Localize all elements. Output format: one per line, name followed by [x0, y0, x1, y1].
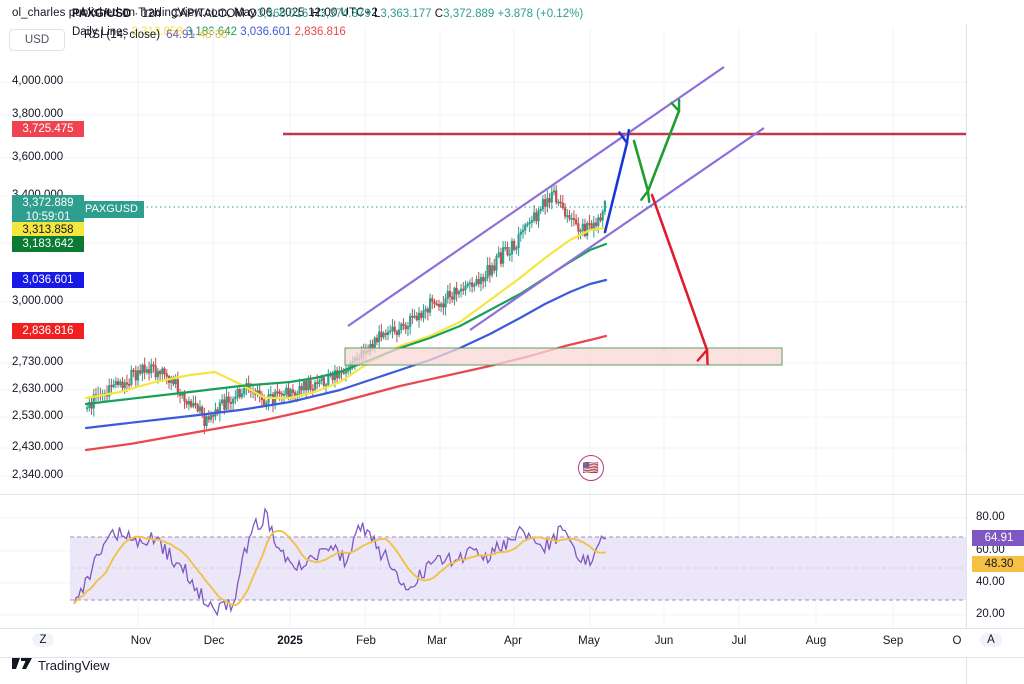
price-tick-label: 3,800.000 [12, 108, 64, 120]
rsi-legend-title[interactable]: RSI (14, close) [84, 29, 161, 41]
price-tick-label: 2,530.000 [12, 410, 64, 422]
pane-divider [0, 494, 1024, 495]
last-price-badge[interactable]: 3,372.889 [12, 195, 84, 211]
time-tick-label[interactable]: Z [32, 633, 54, 647]
legend-sep-2: · [160, 8, 171, 20]
tradingview-logo-icon [12, 658, 32, 673]
legend-ma-value-blue: 3,036.601 [240, 26, 292, 38]
legend-ma-value-yellow: 3,313.858 [131, 26, 183, 38]
countdown-badge[interactable]: 10:59:01 [12, 209, 84, 225]
time-tick-label[interactable]: Dec [203, 635, 225, 647]
ma-green-badge[interactable]: 3,183.642 [12, 236, 84, 252]
chart-canvas[interactable] [0, 24, 1024, 628]
time-tick-label[interactable]: Sep [882, 635, 904, 647]
time-tick-label[interactable]: Jun [654, 635, 674, 647]
legend-ma-value-green: 3,183.642 [185, 26, 237, 38]
legend-low-value: 3,363.177 [380, 8, 432, 20]
price-tick-label: 2,340.000 [12, 469, 64, 481]
currency-unit-box[interactable]: USD [9, 29, 65, 51]
rsi-legend-value: 64.91 [166, 29, 195, 41]
legend-symbol[interactable]: PAXG/USD [72, 8, 132, 20]
resistance-level-badge[interactable]: 3,725.475 [12, 121, 84, 137]
time-tick-label[interactable]: Mar [427, 635, 447, 647]
attribution-text: ol_charles published on TradingView.com,… [12, 7, 378, 19]
legend-low-label: L [374, 8, 381, 20]
time-tick-label[interactable]: Feb [356, 635, 376, 647]
price-axis-divider [966, 24, 967, 684]
legend-change-value: +3.878 (+0.12%) [497, 8, 584, 20]
ma-blue-badge[interactable]: 3,036.601 [12, 272, 84, 288]
legend-exchange: CAPITALCOM [170, 8, 245, 20]
us-flag-event-marker[interactable]: 🇺🇸 [578, 455, 604, 481]
legend-high-value: 3,374.879 [319, 8, 371, 20]
tradingview-brand-label: TradingView [38, 658, 110, 673]
chart-legend[interactable]: PAXG/USD · 12h · CAPITALCOM O3,368.016 H… [72, 7, 583, 40]
tv-logo-svg [12, 658, 32, 669]
legend-interval[interactable]: 12h [141, 8, 161, 20]
time-tick-label[interactable]: A [980, 633, 1002, 647]
price-tick-label: 3,000.000 [12, 295, 64, 307]
time-tick-label[interactable]: Nov [130, 635, 152, 647]
legend-high-label: H [311, 8, 320, 20]
support-level-badge[interactable]: 2,836.816 [12, 323, 84, 339]
rsi-ma-badge[interactable]: 48.30 [972, 556, 1024, 572]
rsi-series-layer [70, 507, 966, 617]
rsi-tick-label: 60.00 [976, 544, 1005, 556]
symbol-tag-badge: PAXGUSD [79, 201, 144, 218]
us-flag-icon: 🇺🇸 [582, 460, 600, 475]
time-tick-label[interactable]: May [578, 635, 600, 647]
legend-ma-value-red: 2,836.816 [294, 26, 346, 38]
drawings-layer[interactable] [0, 24, 1024, 628]
rsi-tick-label: 20.00 [976, 608, 1005, 620]
time-tick-label[interactable]: 2025 [277, 635, 303, 647]
time-tick-label[interactable]: O [952, 635, 962, 647]
rsi-tick-label: 80.00 [976, 511, 1005, 523]
legend-open-value: 3,368.016 [256, 8, 309, 20]
legend-sep-1: · [131, 8, 142, 20]
price-tick-label: 3,600.000 [12, 151, 64, 163]
time-tick-label[interactable]: Apr [504, 635, 522, 647]
time-tick-label[interactable]: Aug [805, 635, 827, 647]
price-tick-label: 4,000.000 [12, 75, 64, 87]
legend-ma-title[interactable]: Daily Lines [72, 26, 129, 38]
ma-yellow-badge[interactable]: 3,313.858 [12, 222, 84, 238]
time-axis[interactable]: Z Nov Dec 2025 Feb Mar Apr May Jun Jul Aug Sep O A [0, 628, 1024, 658]
tradingview-footer[interactable]: TradingView [12, 658, 110, 673]
price-tick-label: 2,730.000 [12, 356, 64, 368]
rsi-value-badge[interactable]: 64.91 [972, 530, 1024, 546]
price-tick-label: 2,430.000 [12, 441, 64, 453]
legend-close-label: C [434, 8, 444, 20]
rsi-tick-label: 40.00 [976, 576, 1005, 588]
time-tick-label[interactable]: Jul [731, 635, 747, 647]
legend-close-value: 3,372.889 [443, 8, 495, 20]
price-tick-label: 2,630.000 [12, 383, 64, 395]
legend-open-label: O [248, 8, 257, 20]
